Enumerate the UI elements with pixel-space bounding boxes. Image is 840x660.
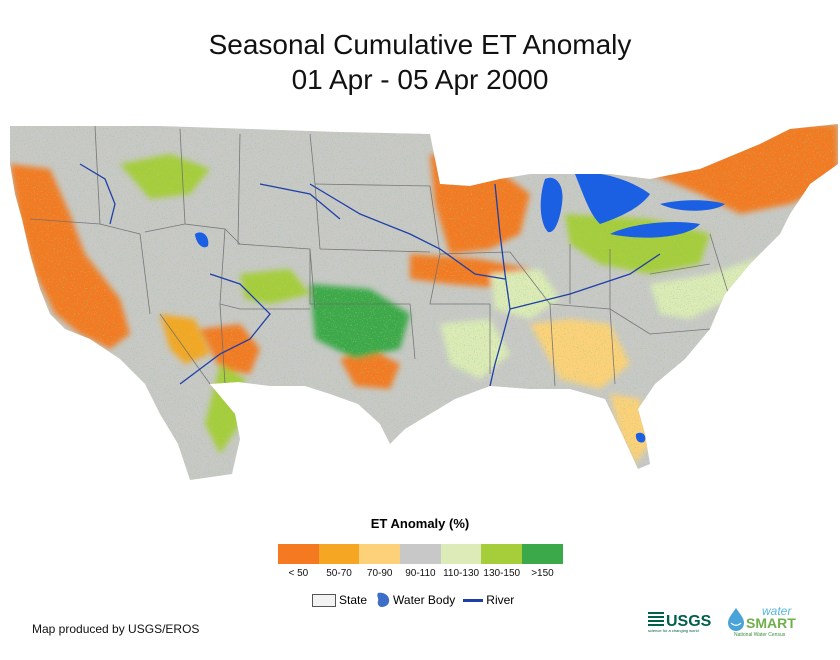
legend-swatch <box>522 544 563 564</box>
legend-swatch <box>359 544 401 564</box>
legend-swatch-label: 130-150 <box>483 568 521 579</box>
legend-swatch <box>278 544 319 564</box>
legend-swatch-label: 70-90 <box>366 568 393 579</box>
watersmart-sub: National Water Census <box>734 632 786 638</box>
key-river: River <box>463 593 514 607</box>
legend-swatch <box>318 544 360 564</box>
legend-swatches <box>278 544 563 564</box>
state-box-icon <box>312 593 336 607</box>
river-line-icon <box>463 598 484 602</box>
legend-swatch <box>440 544 482 564</box>
key-water-label: Water Body <box>393 593 456 607</box>
et-anomaly-map <box>10 124 838 480</box>
watersmart-logo: water SMART National Water Census <box>728 604 796 638</box>
key-water: Water Body <box>375 592 455 608</box>
key-river-label: River <box>486 593 515 607</box>
usgs-logo-text: USGS <box>666 613 712 630</box>
legend-swatch <box>400 544 441 564</box>
usgs-tagline: science for a changing world <box>648 628 699 633</box>
legend-swatch <box>481 544 523 564</box>
map-title: Seasonal Cumulative ET Anomaly <box>208 29 632 60</box>
key-state-label: State <box>339 593 368 607</box>
legend-swatch-label: >150 <box>531 568 554 579</box>
watersmart-main: SMART <box>746 615 796 631</box>
legend-title: ET Anomaly (%) <box>370 516 470 531</box>
legend-swatch-label: 90-110 <box>405 568 436 579</box>
legend-swatch-label: 110-130 <box>443 568 480 579</box>
legend-labels: < 50 50-70 70-90 90-110 110-130 130-150 >150 <box>278 568 563 579</box>
key-state: State <box>312 593 367 607</box>
legend-swatch-label: < 50 <box>288 568 309 579</box>
map-date-range: 01 Apr - 05 Apr 2000 <box>291 64 549 95</box>
map-credit: Map produced by USGS/EROS <box>32 622 200 636</box>
watersmart-top: water <box>762 604 792 618</box>
map-key: State Water Body River <box>312 592 522 608</box>
legend-swatch-label: 50-70 <box>326 568 352 579</box>
usgs-logo: USGS science for a changing world <box>648 612 712 633</box>
water-body-icon <box>377 592 390 607</box>
